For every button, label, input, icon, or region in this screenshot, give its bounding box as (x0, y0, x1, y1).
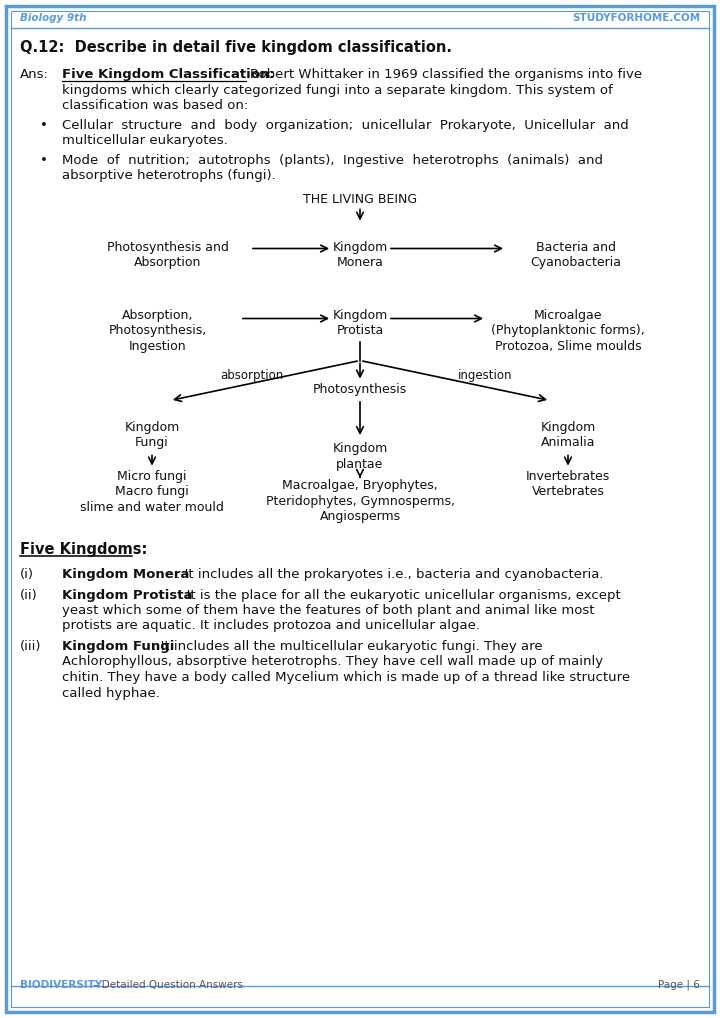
Text: ingestion: ingestion (458, 369, 513, 382)
Text: Protozoa, Slime moulds: Protozoa, Slime moulds (495, 339, 642, 352)
Text: Mode  of  nutrition;  autotrophs  (plants),  Ingestive  heterotrophs  (animals) : Mode of nutrition; autotrophs (plants), … (62, 154, 603, 167)
Text: : It includes all the multicellular eukaryotic fungi. They are: : It includes all the multicellular euka… (152, 640, 543, 653)
Text: Ingestion: Ingestion (129, 339, 186, 352)
Text: Cellular  structure  and  body  organization;  unicellular  Prokaryote,  Unicell: Cellular structure and body organization… (62, 118, 629, 131)
Text: Kingdom: Kingdom (541, 420, 595, 434)
Text: Five Kingdoms:: Five Kingdoms: (20, 542, 148, 557)
FancyBboxPatch shape (6, 6, 714, 1012)
Text: Achlorophyllous, absorptive heterotrophs. They have cell wall made up of mainly: Achlorophyllous, absorptive heterotrophs… (62, 656, 603, 669)
Text: Macro fungi: Macro fungi (115, 485, 189, 498)
Text: Monera: Monera (336, 256, 384, 269)
Text: Page | 6: Page | 6 (658, 979, 700, 989)
Text: Photosynthesis and: Photosynthesis and (107, 240, 229, 253)
Text: Bacteria and: Bacteria and (536, 240, 616, 253)
Text: Invertebrates: Invertebrates (526, 469, 610, 483)
Text: called hyphae.: called hyphae. (62, 686, 160, 699)
Text: Photosynthesis: Photosynthesis (313, 383, 407, 396)
Text: THE LIVING BEING: THE LIVING BEING (303, 192, 417, 206)
Text: (ii): (ii) (20, 588, 37, 602)
Text: •: • (40, 154, 48, 167)
Text: Absorption: Absorption (135, 256, 202, 269)
Text: STUDYFORHOME.COM: STUDYFORHOME.COM (572, 13, 700, 23)
Text: Micro fungi: Micro fungi (117, 469, 186, 483)
Text: Fungi: Fungi (135, 436, 169, 449)
Text: Kingdom Protista: Kingdom Protista (62, 588, 192, 602)
Text: slime and water mould: slime and water mould (80, 501, 224, 513)
Text: absorptive heterotrophs (fungi).: absorptive heterotrophs (fungi). (62, 169, 276, 182)
Text: Pteridophytes, Gymnosperms,: Pteridophytes, Gymnosperms, (266, 495, 454, 508)
Text: Angiosperms: Angiosperms (320, 510, 400, 523)
Text: Microalgae: Microalgae (534, 308, 602, 322)
Text: Photosynthesis,: Photosynthesis, (109, 324, 207, 337)
Text: : It includes all the prokaryotes i.e., bacteria and cyanobacteria.: : It includes all the prokaryotes i.e., … (176, 568, 603, 581)
Text: Kingdom Fungi: Kingdom Fungi (62, 640, 174, 653)
Text: protists are aquatic. It includes protozoa and unicellular algae.: protists are aquatic. It includes protoz… (62, 620, 480, 632)
Text: Absorption,: Absorption, (122, 308, 194, 322)
Text: Macroalgae, Bryophytes,: Macroalgae, Bryophytes, (282, 479, 438, 492)
Text: Cyanobacteria: Cyanobacteria (531, 256, 621, 269)
Text: classification was based on:: classification was based on: (62, 99, 248, 112)
Text: Ans:: Ans: (20, 68, 49, 81)
Text: Kingdom: Kingdom (125, 420, 179, 434)
Text: Kingdom: Kingdom (333, 308, 387, 322)
Text: Biology 9th: Biology 9th (20, 13, 86, 23)
Text: Five Kingdom Classification:: Five Kingdom Classification: (62, 68, 275, 81)
Text: Kingdom: Kingdom (333, 442, 387, 455)
Text: Robert Whittaker in 1969 classified the organisms into five: Robert Whittaker in 1969 classified the … (250, 68, 642, 81)
Text: multicellular eukaryotes.: multicellular eukaryotes. (62, 134, 228, 147)
Text: Protista: Protista (336, 324, 384, 337)
Text: yeast which some of them have the features of both plant and animal like most: yeast which some of them have the featur… (62, 604, 595, 617)
Text: chitin. They have a body called Mycelium which is made up of a thread like struc: chitin. They have a body called Mycelium… (62, 671, 630, 684)
Text: (i): (i) (20, 568, 34, 581)
Text: Animalia: Animalia (541, 436, 595, 449)
Text: (Phytoplanktonic forms),: (Phytoplanktonic forms), (491, 324, 645, 337)
Text: BIODIVERSITY: BIODIVERSITY (20, 980, 102, 989)
Text: Kingdom: Kingdom (333, 240, 387, 253)
Text: •: • (40, 118, 48, 131)
Text: : It is the place for all the eukaryotic unicellular organisms, except: : It is the place for all the eukaryotic… (178, 588, 621, 602)
Text: plantae: plantae (336, 457, 384, 470)
Text: Kingdom Monera: Kingdom Monera (62, 568, 189, 581)
Text: Vertebrates: Vertebrates (531, 485, 604, 498)
Text: – Detailed Question Answers: – Detailed Question Answers (90, 980, 243, 989)
Text: (iii): (iii) (20, 640, 42, 653)
Text: absorption: absorption (220, 369, 283, 382)
Text: kingdoms which clearly categorized fungi into a separate kingdom. This system of: kingdoms which clearly categorized fungi… (62, 83, 613, 97)
Text: Q.12:  Describe in detail five kingdom classification.: Q.12: Describe in detail five kingdom cl… (20, 40, 452, 55)
